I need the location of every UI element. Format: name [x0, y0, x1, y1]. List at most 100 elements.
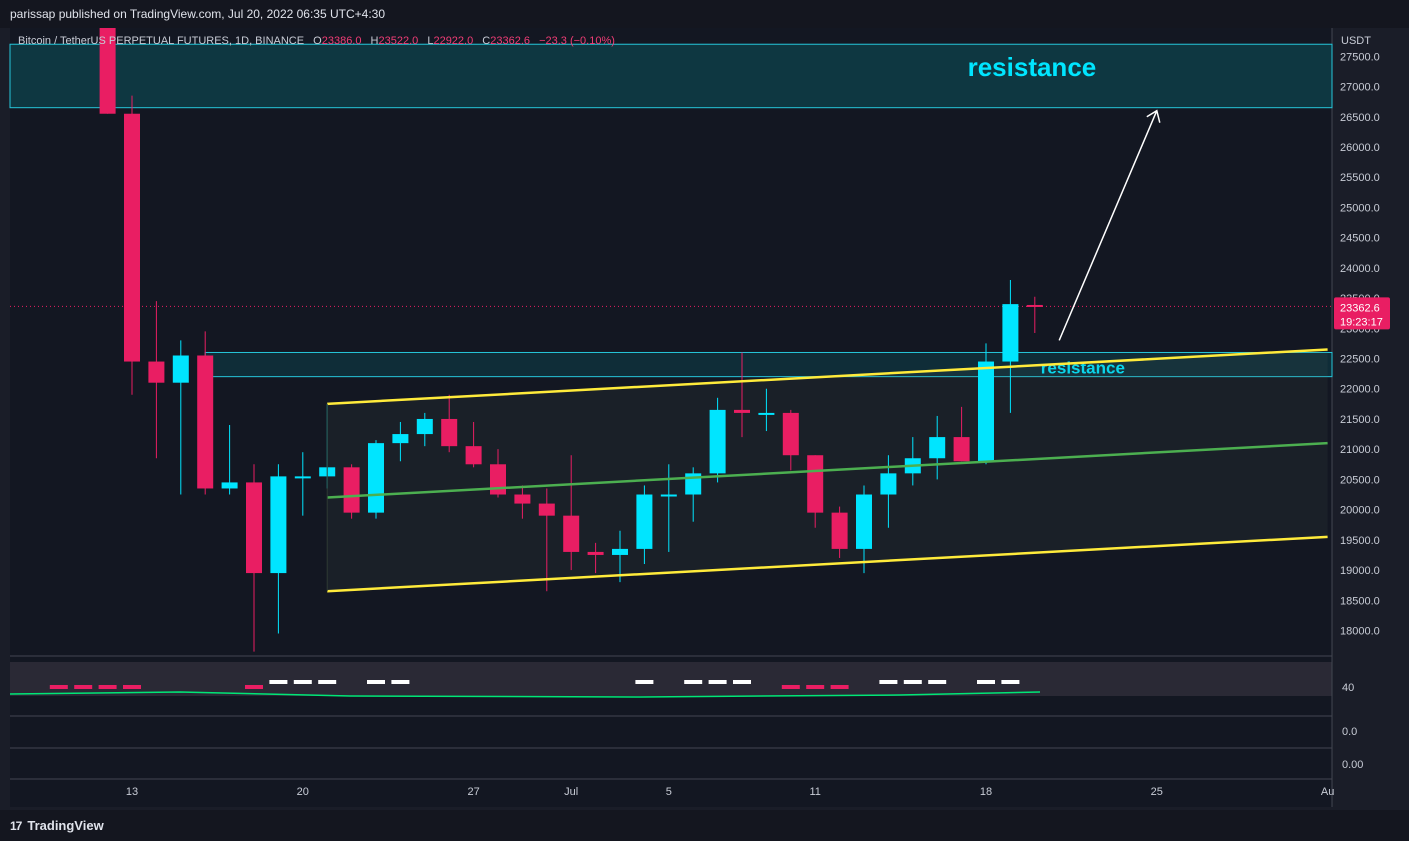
candle-body[interactable]: [197, 355, 214, 489]
price-tick-label: 24000.0: [1340, 263, 1380, 275]
candle-body[interactable]: [465, 446, 482, 465]
candle-body[interactable]: [490, 464, 506, 495]
oscillator-bar-down: [49, 685, 68, 689]
time-tick-label: 13: [126, 786, 138, 798]
last-price-value: 23362.6: [1340, 302, 1380, 314]
candle-body[interactable]: [758, 412, 775, 415]
tradingview-brand: TradingView: [27, 818, 104, 833]
oscillator-bar-up: [269, 680, 288, 684]
candle-body[interactable]: [856, 494, 872, 549]
candle-body[interactable]: [734, 409, 750, 413]
channel-upper-line[interactable]: [327, 348, 1328, 406]
time-tick-label: Au: [1321, 786, 1334, 798]
open-value: 23386.0: [321, 35, 362, 47]
price-tick-label: 19500.0: [1340, 535, 1380, 547]
candle-body[interactable]: [953, 437, 970, 462]
candle-body[interactable]: [709, 409, 726, 474]
price-tick-label: 22500.0: [1340, 354, 1380, 366]
time-tick-label: 25: [1151, 786, 1163, 798]
candle-body[interactable]: [538, 503, 555, 516]
oscillator-signal-line: [9, 691, 1041, 698]
candle-body[interactable]: [587, 551, 604, 555]
time-tick-label: 5: [666, 786, 672, 798]
price-tick-label: 26500.0: [1340, 112, 1380, 124]
candle-body[interactable]: [612, 548, 628, 555]
oscillator-bar-up: [977, 680, 995, 684]
price-tick-label: 24500.0: [1340, 233, 1380, 245]
oscillator-tick-label: 0.00: [1342, 759, 1363, 771]
price-tick-label: 25000.0: [1340, 202, 1380, 214]
candle-body[interactable]: [221, 482, 238, 489]
oscillator-bar-up: [879, 680, 898, 684]
candle-body[interactable]: [392, 434, 409, 444]
candle-body[interactable]: [172, 355, 189, 383]
channel-mid-line[interactable]: [327, 441, 1328, 499]
oscillator-bar-down: [806, 685, 825, 689]
candle-body[interactable]: [1002, 304, 1019, 362]
close-label: C: [482, 35, 491, 47]
projection-arrow[interactable]: [1058, 110, 1158, 341]
close-value: 23362.6: [490, 35, 530, 47]
oscillator-bar-up: [391, 680, 410, 684]
candle-body[interactable]: [99, 28, 116, 114]
open-label: O: [313, 35, 322, 47]
price-tick-label: 27500.0: [1340, 51, 1380, 63]
time-tick-label: 20: [297, 786, 309, 798]
projection-arrow-head: [1146, 109, 1161, 123]
oscillator-bar-down: [781, 685, 800, 689]
candle-body[interactable]: [1026, 304, 1043, 307]
publish-info-text: parissap published on TradingView.com, J…: [10, 7, 386, 21]
oscillator-bar-up: [928, 680, 947, 684]
oscillator-bar-up: [708, 680, 727, 684]
candle-body[interactable]: [343, 467, 360, 513]
oscillator-bar-down: [74, 685, 93, 689]
candle-body[interactable]: [294, 476, 311, 479]
price-tick-label: 19000.0: [1340, 565, 1380, 577]
left-margin: [0, 28, 10, 808]
candle-body[interactable]: [782, 412, 799, 456]
time-tick-label: 27: [467, 786, 479, 798]
oscillator-bar-up: [733, 680, 751, 684]
tradingview-logo-icon: 17: [10, 819, 22, 833]
time-tick-label: Jul: [564, 786, 578, 798]
countdown-value: 19:23:17: [1340, 316, 1383, 328]
candle-body[interactable]: [416, 418, 433, 435]
main-pane-background: [10, 28, 1332, 656]
tradingview-logo[interactable]: 17 TradingView: [10, 818, 104, 833]
candle-body[interactable]: [978, 361, 994, 462]
price-tick-label: 18500.0: [1340, 595, 1380, 607]
oscillator-bar-up: [903, 680, 922, 684]
last-price-tag: [1334, 297, 1390, 330]
symbol-title[interactable]: Bitcoin / TetherUS PERPETUAL FUTURES, 1D…: [18, 35, 305, 47]
candle-body[interactable]: [270, 476, 287, 574]
channel-lower-line[interactable]: [327, 535, 1328, 593]
price-tick-label: 25500.0: [1340, 172, 1380, 184]
candle-body[interactable]: [246, 482, 262, 574]
footer-bar: 17 TradingView: [0, 810, 1409, 841]
candle-body[interactable]: [563, 515, 580, 552]
oscillator-bar-down: [830, 685, 849, 689]
candle-body[interactable]: [660, 494, 677, 497]
candle-body[interactable]: [807, 455, 824, 513]
time-tick-label: 18: [980, 786, 992, 798]
high-label: H: [370, 35, 379, 47]
candle-body[interactable]: [441, 418, 458, 447]
candle-body[interactable]: [636, 494, 653, 549]
oscillator-bar-up: [635, 680, 654, 684]
high-value: 23522.0: [378, 35, 419, 47]
oscillator-tick-label: 40: [1342, 682, 1354, 694]
candle-body[interactable]: [368, 443, 384, 513]
candle-body[interactable]: [514, 494, 531, 504]
candle-body[interactable]: [124, 113, 140, 362]
candle-body[interactable]: [880, 473, 897, 495]
time-tick-label: 11: [809, 786, 820, 798]
oscillator-bar-down: [123, 685, 141, 689]
symbol-legend: Bitcoin / TetherUS PERPETUAL FUTURES, 1D…: [18, 35, 615, 47]
candle-body[interactable]: [929, 437, 946, 459]
candle-body[interactable]: [831, 512, 848, 549]
candle-body[interactable]: [148, 361, 165, 383]
price-tick-label: 21000.0: [1340, 444, 1380, 456]
price-axis-background: [1333, 28, 1409, 808]
oscillator-bar-up: [293, 680, 312, 684]
